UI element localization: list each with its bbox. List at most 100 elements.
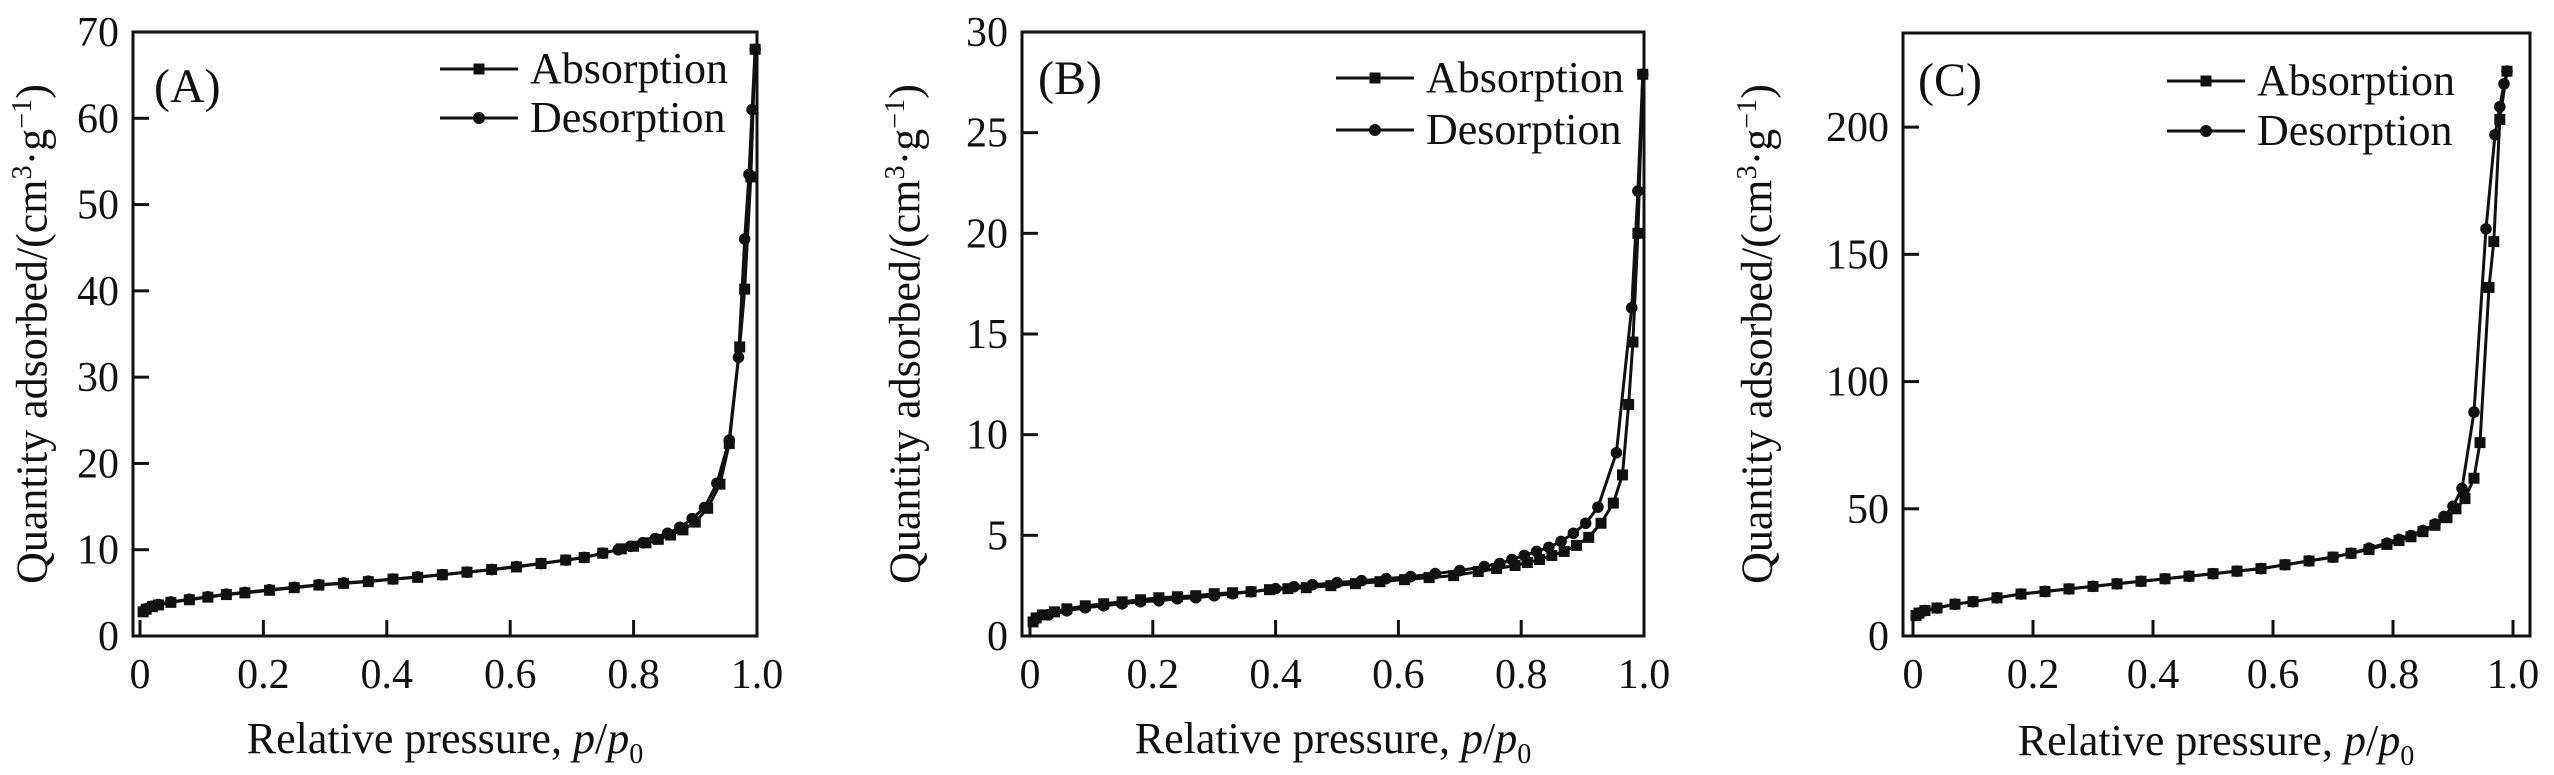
y-title-unit: ·g <box>7 128 57 166</box>
square-marker <box>2459 493 2471 505</box>
circle-marker <box>1153 594 1165 607</box>
circle-marker <box>1306 578 1319 591</box>
y-tick-label: 20 <box>966 211 1008 257</box>
circle-marker <box>2087 580 2099 593</box>
circle-marker <box>1543 541 1555 554</box>
circle-marker <box>2393 533 2405 546</box>
panel-label-c: (C) <box>1918 54 1982 107</box>
circle-marker <box>674 521 686 534</box>
circle-marker <box>2456 482 2468 495</box>
square-marker <box>2474 437 2486 449</box>
x-axis-title: Relative pressure, p/p0 <box>247 713 644 771</box>
y-title-text: Quantity adsorbed/(cm <box>7 179 57 584</box>
circle-marker <box>1478 560 1491 573</box>
square-marker <box>1534 553 1546 565</box>
y-title-close: ) <box>880 84 930 99</box>
desorption-legend-sample <box>2167 125 2245 137</box>
x-tick-label: 0.2 <box>237 652 290 698</box>
x-title-sub-0: 0 <box>2400 740 2415 772</box>
circle-marker <box>1134 595 1147 608</box>
y-title-close: ) <box>7 84 57 99</box>
square-marker <box>1627 336 1639 348</box>
panel-label-a: (A) <box>154 60 221 113</box>
y-tick-label: 200 <box>1826 105 1889 151</box>
desorption-markers <box>1913 65 2513 619</box>
circle-marker <box>1226 587 1239 600</box>
circle-marker <box>2183 570 2195 583</box>
circle-marker <box>2468 406 2480 418</box>
square-marker <box>1595 517 1607 529</box>
circle-marker <box>1380 572 1392 585</box>
circle-marker <box>1592 501 1604 513</box>
circle-marker <box>2231 565 2243 577</box>
square-marker <box>1623 398 1635 410</box>
circle-marker <box>698 501 711 514</box>
square-marker <box>1399 574 1411 586</box>
circle-marker <box>1269 582 1282 595</box>
x-tick-label: 0 <box>1020 652 1041 698</box>
y-tick-label: 0 <box>1868 614 1889 660</box>
legend-label-desorption: Desorption <box>2257 106 2453 155</box>
square-marker <box>1617 469 1629 481</box>
circle-marker <box>1579 517 1592 530</box>
circle-marker <box>2381 537 2393 549</box>
x-title-p: p <box>2343 716 2366 766</box>
circle-marker <box>2447 500 2459 513</box>
y-title-unit: ·g <box>1732 128 1782 166</box>
y-tick-label: 5 <box>987 513 1008 559</box>
square-marker <box>1423 572 1435 584</box>
absorption-legend-sample <box>440 63 518 74</box>
square-marker <box>1521 557 1533 569</box>
legend-b: Absorption Desorption <box>1336 52 1624 156</box>
circle-marker <box>1061 605 1073 617</box>
circle-marker <box>1555 535 1567 548</box>
y-tick-label: 70 <box>77 10 119 56</box>
circle-marker <box>2405 529 2417 542</box>
y-tick-label: 30 <box>77 355 119 401</box>
circle-marker <box>1097 600 1110 612</box>
square-marker-icon <box>1369 72 1381 84</box>
x-title-text: Relative pressure, <box>2017 716 2344 766</box>
x-title-p0: p <box>1495 714 1518 764</box>
y-title-sup-minus1: −1 <box>879 98 911 129</box>
circle-marker <box>1189 591 1202 604</box>
legend-label-desorption: Desorption <box>1426 105 1622 154</box>
circle-marker <box>1355 574 1368 587</box>
y-tick-label: 20 <box>77 441 119 487</box>
plot-frame <box>131 30 759 638</box>
y-tick-label: 50 <box>1847 487 1889 533</box>
y-title-sup-3: 3 <box>879 165 911 180</box>
circle-marker <box>624 540 637 553</box>
legend-label-absorption: Absorption <box>530 43 728 93</box>
square-marker <box>1300 582 1312 594</box>
legend-row-absorption: Absorption <box>1336 52 1624 104</box>
circle-marker <box>2159 572 2171 585</box>
x-axis-title: Relative pressure, p/p0 <box>2018 715 2415 773</box>
circle-marker <box>637 537 649 549</box>
circle-marker <box>1404 570 1417 583</box>
circle-marker <box>1208 589 1220 602</box>
legend-row-desorption: Desorption <box>440 93 728 142</box>
y-tick-label: 10 <box>966 413 1008 459</box>
circle-marker <box>686 512 699 525</box>
plot-area-c: 0 0.2 0.4 0.6 0.8 1.0 0 50 100 150 200 <box>1826 31 2539 698</box>
square-marker <box>1570 539 1582 551</box>
circle-marker <box>2207 567 2219 580</box>
panel-label-b: (B) <box>1038 52 1102 105</box>
circle-marker <box>1288 580 1300 593</box>
x-tick-label: 0.8 <box>1495 652 1548 698</box>
circle-marker <box>140 603 152 615</box>
circle-marker <box>2480 223 2492 235</box>
circle-marker <box>387 573 399 585</box>
desorption-legend-sample <box>440 111 518 124</box>
y-tick-label: 100 <box>1826 360 1889 406</box>
x-title-text: Relative pressure, <box>246 714 573 764</box>
legend-row-desorption: Desorption <box>1336 104 1624 156</box>
circle-marker <box>1042 609 1055 621</box>
circle-marker <box>1079 602 1092 614</box>
x-tick-label: 0.4 <box>361 652 414 698</box>
square-marker <box>1325 580 1337 592</box>
square-marker <box>1546 549 1558 561</box>
square-marker <box>1583 531 1595 543</box>
